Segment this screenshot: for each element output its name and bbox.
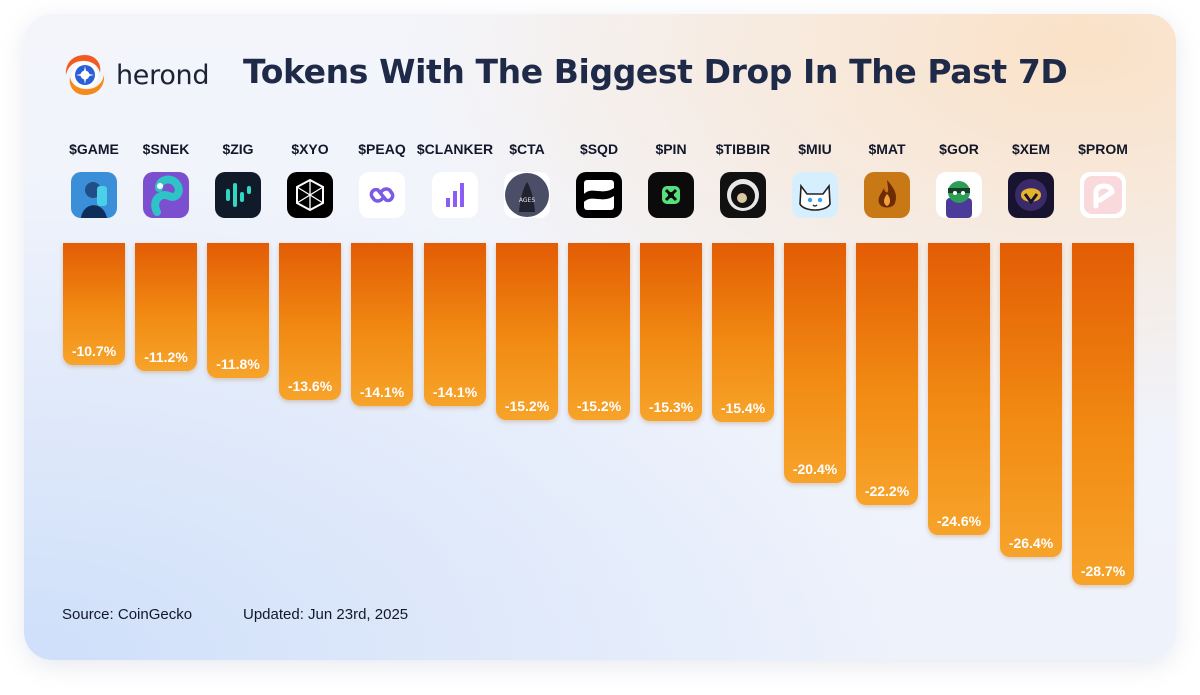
data-label: -15.2% [504,398,550,414]
ticker-label: $PROM [1078,141,1128,157]
gor-icon [936,172,982,218]
xem-icon [1008,172,1054,218]
game-icon [71,172,117,218]
mat-icon [864,172,910,218]
clanker-icon [432,172,478,218]
source-note: Source: CoinGecko [62,606,193,623]
bar [424,243,486,406]
sqd-icon [576,172,622,218]
prom-icon [1080,172,1126,218]
ticker-label: $MAT [868,141,906,157]
data-label: -11.8% [216,356,260,372]
ticker-label: $PEAQ [358,141,406,157]
updated-note: Updated: Jun 23rd, 2025 [243,606,409,623]
snek-icon [143,172,189,218]
ticker-label: $MIU [798,141,832,157]
bar [207,243,269,378]
bar [135,243,197,371]
data-label: -20.4% [792,461,838,477]
data-label: -11.2% [144,349,188,365]
bar [351,243,413,406]
data-label: -15.4% [720,400,766,416]
zig-icon [215,172,261,218]
bar [928,243,990,535]
pin-icon [648,172,694,218]
ticker-label: $GAME [69,141,119,157]
data-label: -28.7% [1080,563,1126,579]
bar [784,243,846,483]
bar [712,243,774,422]
herond-logo: herond [62,52,210,98]
ticker-label: $XYO [291,141,329,157]
ticker-label: $CTA [509,141,545,157]
data-label: -13.6% [287,378,333,394]
data-label: -24.6% [936,513,982,529]
svg-text:AGES: AGES [519,197,535,204]
data-label: -10.7% [71,343,117,359]
miu-icon [792,172,838,218]
data-label: -14.1% [432,384,478,400]
bar [1000,243,1062,557]
bar [640,243,702,421]
ticker-label: $TIBBIR [715,141,771,157]
bar [279,243,341,400]
bar [1072,243,1134,585]
ticker-label: $GOR [939,141,979,157]
ticker-label: $PIN [655,141,687,157]
ticker-label: $ZIG [222,141,254,157]
ticker-label: $SQD [579,141,619,157]
bar [496,243,558,420]
brand-name: herond [116,59,210,91]
bar [856,243,918,505]
ticker-label: $XEM [1011,141,1051,157]
data-label: -22.2% [864,483,910,499]
data-label: -14.1% [359,384,405,400]
peaq-icon [359,172,405,218]
cta-icon: AGES [504,172,550,218]
chart-title: Tokens With The Biggest Drop In The Past… [243,52,1068,91]
bar [568,243,630,420]
ticker-label: $SNEK [142,141,190,157]
data-label: -26.4% [1008,535,1054,551]
bar [63,243,125,365]
data-label: -15.2% [576,398,622,414]
ticker-label: $CLANKER [416,141,494,157]
tibbir-icon [720,172,766,218]
herond-logo-icon [65,55,105,95]
data-label: -15.3% [648,399,694,415]
xyo-icon [287,172,333,218]
